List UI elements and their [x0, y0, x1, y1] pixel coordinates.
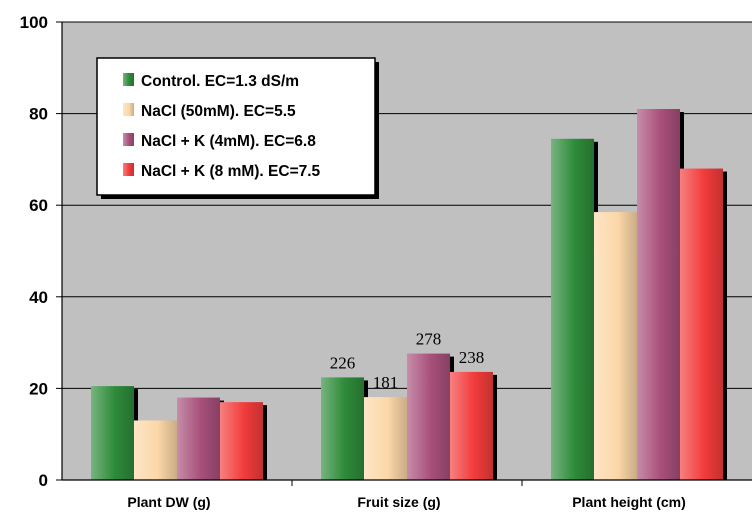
- y-tick-label: 40: [29, 288, 48, 307]
- bar: [91, 386, 134, 480]
- legend-entry: NaCl (50mM). EC=5.5: [141, 103, 296, 120]
- bar: [407, 353, 450, 480]
- legend-entry: NaCl + K (4mM). EC=6.8: [141, 133, 316, 150]
- legend-entry: Control. EC=1.3 dS/m: [141, 73, 299, 90]
- bar: [220, 402, 263, 480]
- legend-swatch: [123, 73, 134, 86]
- bar: [177, 397, 220, 480]
- y-tick-label: 60: [29, 196, 48, 215]
- data-label: 226: [330, 353, 356, 372]
- legend-swatch: [123, 163, 134, 176]
- y-tick-label: 80: [29, 105, 48, 124]
- bar: [551, 138, 594, 481]
- y-tick-label: 0: [39, 471, 48, 490]
- legend-entry: NaCl + K (8 mM). EC=7.5: [141, 163, 321, 180]
- legend-swatch: [123, 133, 134, 146]
- x-category-label: Plant DW (g): [127, 494, 210, 510]
- bar: [364, 397, 407, 480]
- data-label: 181: [373, 373, 399, 392]
- bar: [637, 109, 680, 481]
- legend-box: [96, 57, 376, 196]
- bar: [450, 371, 493, 480]
- bar: [321, 377, 364, 480]
- bar: [680, 168, 723, 480]
- data-label: 278: [416, 330, 442, 349]
- bar: [134, 420, 177, 480]
- y-tick-label: 100: [20, 13, 48, 32]
- x-category-label: Fruit size (g): [357, 494, 440, 510]
- data-label: 238: [459, 348, 485, 367]
- legend-swatch: [123, 103, 134, 116]
- bar: [594, 212, 637, 480]
- y-tick-label: 20: [29, 379, 48, 398]
- x-category-label: Plant height (cm): [572, 494, 686, 510]
